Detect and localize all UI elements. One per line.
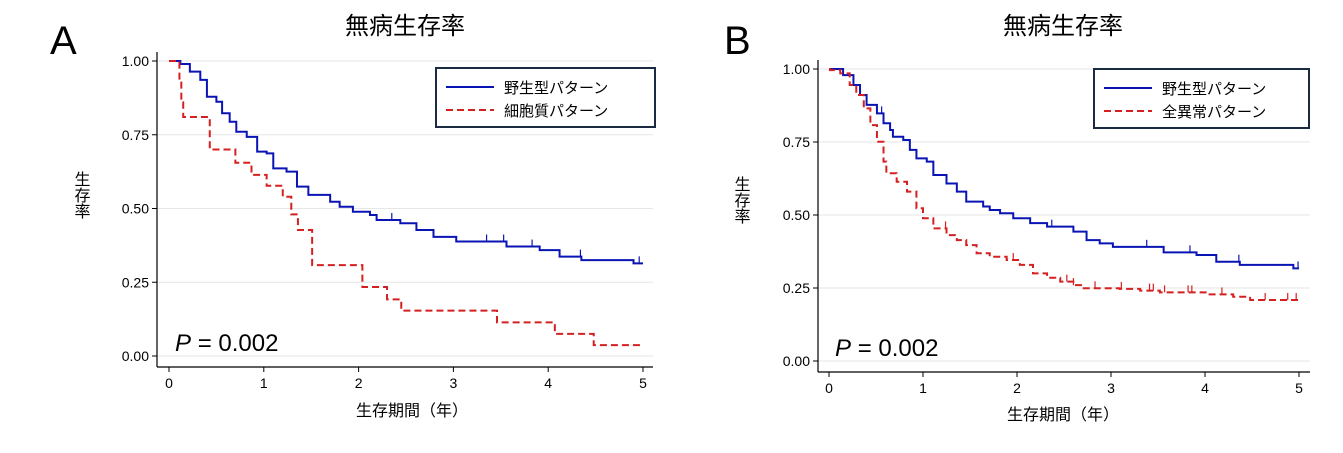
y-tick-label: 0.50 (122, 201, 149, 217)
y-tick-label: 1.00 (783, 61, 810, 77)
legend-box (435, 67, 656, 128)
p-space (191, 330, 198, 357)
km-panel-b: B 無病生存率 0.00 0.25 0.50 0.75 1.00 0 1 2 3 4 5 生存期間（年） 生… (724, 13, 1310, 424)
p-label: P (835, 335, 851, 362)
survival-curve-series-1 (169, 60, 643, 347)
chart-title: 無病生存率 (1003, 13, 1123, 40)
y-tick-label: 1.00 (122, 53, 149, 69)
x-tick-label: 4 (1201, 380, 1209, 396)
p-value-annotation: P = 0.002 (175, 330, 278, 357)
panel-label: A (50, 19, 77, 63)
km-panel-a: A 無病生存率 0.00 0.25 0.50 0.75 1.00 0 1 2 3 4 5 生存期間（年） 生… (50, 13, 656, 420)
y-axis-label: 生存率 (72, 171, 91, 219)
y-axis-label: 生存率 (732, 176, 751, 224)
x-tick-label: 5 (1295, 380, 1303, 396)
y-tick-label: 0.25 (783, 280, 810, 296)
survival-curve-series-0 (169, 60, 643, 265)
legend-label: 全異常パターン (1162, 103, 1266, 121)
y-tick-label: 0.25 (122, 274, 149, 290)
x-tick-label: 4 (544, 375, 552, 391)
y-tick-label: 0.75 (122, 127, 149, 143)
y-tick-label: 0.00 (783, 353, 810, 369)
legend-label: 細胞質パターン (504, 102, 608, 120)
legend-label: 野生型パターン (504, 80, 608, 97)
survival-curve-series-0 (829, 68, 1299, 270)
panel-label: B (724, 19, 751, 63)
x-axis-label: 生存期間（年） (1007, 406, 1119, 424)
p-space (851, 335, 858, 362)
x-tick-label: 2 (1013, 380, 1021, 396)
y-tick-label: 0.75 (783, 134, 810, 150)
x-axis-label: 生存期間（年） (356, 402, 468, 420)
survival-curve-series-1 (828, 68, 1299, 301)
y-tick-label: 0.00 (122, 348, 149, 364)
x-tick-label: 1 (260, 375, 268, 391)
x-tick-label: 1 (919, 380, 927, 396)
p-label: P (175, 330, 191, 357)
x-tick-label: 5 (639, 375, 647, 391)
x-tick-label: 2 (355, 375, 363, 391)
p-value-annotation: P = 0.002 (835, 335, 938, 362)
x-tick-label: 3 (450, 375, 458, 391)
p-value: = 0.002 (858, 335, 939, 362)
x-tick-label: 0 (165, 375, 173, 391)
p-value: = 0.002 (198, 330, 279, 357)
legend-box (1093, 68, 1310, 129)
x-tick-label: 0 (825, 380, 833, 396)
legend-label: 野生型パターン (1162, 81, 1266, 98)
chart-title: 無病生存率 (345, 13, 465, 40)
y-tick-label: 0.50 (783, 207, 810, 223)
x-tick-label: 3 (1107, 380, 1115, 396)
